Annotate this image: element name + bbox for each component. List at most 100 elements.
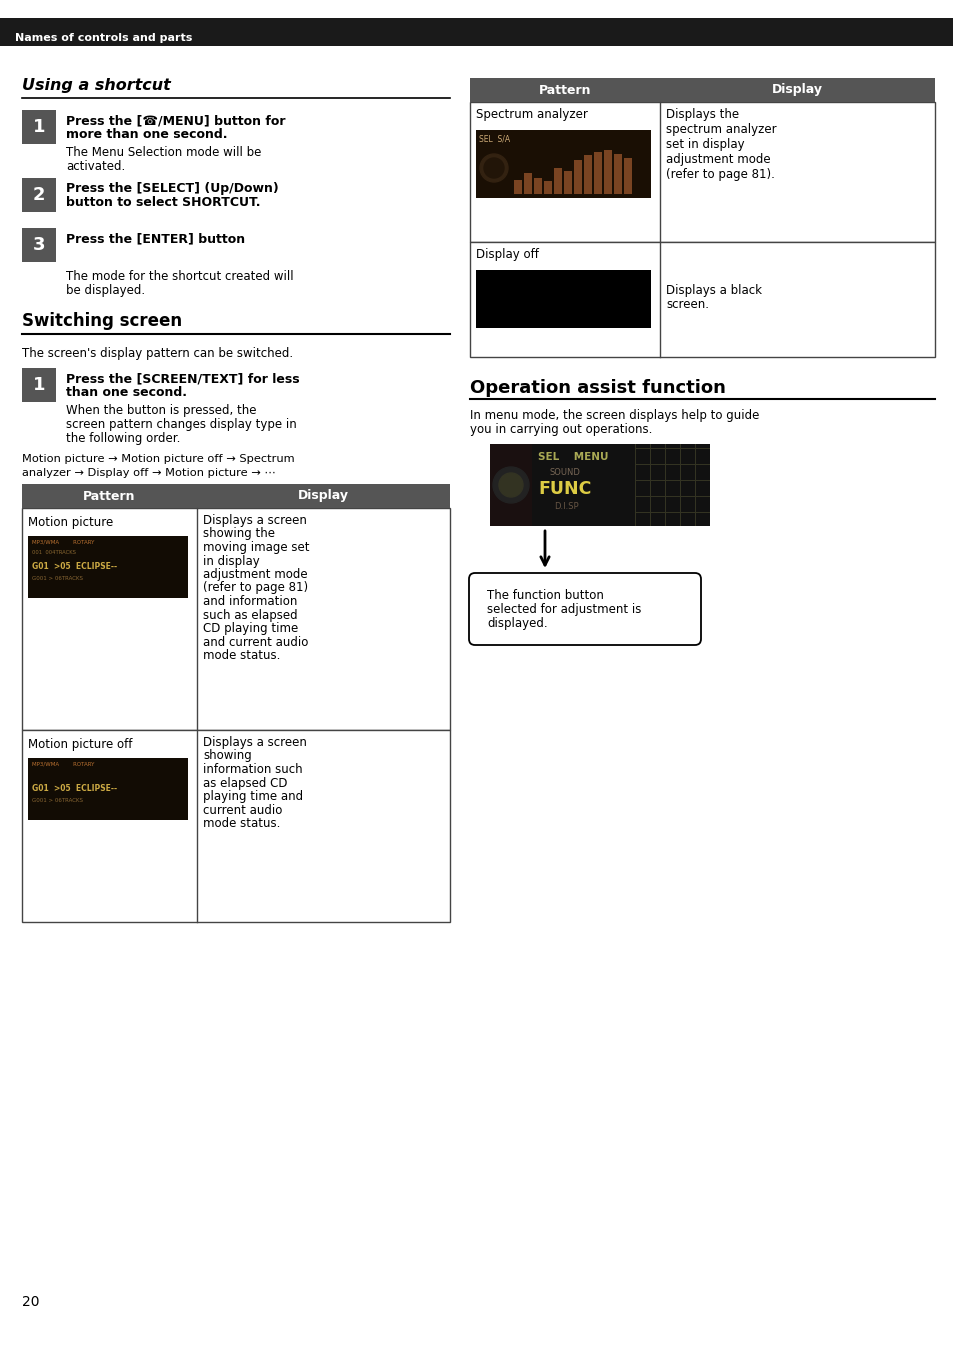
Bar bbox=[470, 78, 934, 101]
Text: 20: 20 bbox=[22, 1295, 39, 1309]
Bar bbox=[603, 150, 612, 193]
Text: The Menu Selection mode will be: The Menu Selection mode will be bbox=[66, 146, 261, 160]
Text: Spectrum analyzer: Spectrum analyzer bbox=[476, 108, 587, 120]
Text: FUNC: FUNC bbox=[537, 480, 591, 498]
Circle shape bbox=[493, 466, 529, 503]
Text: and information: and information bbox=[203, 595, 297, 608]
Bar bbox=[22, 484, 450, 508]
Bar bbox=[679, 443, 680, 526]
Text: 3: 3 bbox=[32, 237, 45, 254]
Text: button to select SHORTCUT.: button to select SHORTCUT. bbox=[66, 196, 260, 210]
Bar bbox=[22, 110, 56, 145]
Text: be displayed.: be displayed. bbox=[66, 284, 145, 297]
Text: analyzer → Display off → Motion picture → ⋯: analyzer → Display off → Motion picture … bbox=[22, 468, 275, 479]
Bar bbox=[534, 178, 541, 193]
Text: current audio: current audio bbox=[203, 803, 282, 817]
Text: spectrum analyzer: spectrum analyzer bbox=[665, 123, 776, 137]
Bar bbox=[22, 730, 450, 922]
Bar bbox=[22, 178, 56, 212]
Bar bbox=[22, 368, 56, 402]
Text: Display off: Display off bbox=[476, 247, 538, 261]
Text: 001  004TRACKS: 001 004TRACKS bbox=[32, 550, 76, 556]
Text: Displays the: Displays the bbox=[665, 108, 739, 120]
Text: playing time and: playing time and bbox=[203, 790, 303, 803]
Text: (refer to page 81).: (refer to page 81). bbox=[665, 168, 774, 181]
Bar bbox=[0, 18, 953, 46]
Text: (refer to page 81): (refer to page 81) bbox=[203, 581, 308, 595]
Text: Pattern: Pattern bbox=[83, 489, 135, 503]
Text: In menu mode, the screen displays help to guide: In menu mode, the screen displays help t… bbox=[470, 410, 759, 422]
Bar bbox=[22, 228, 56, 262]
Text: Press the [☎/MENU] button for: Press the [☎/MENU] button for bbox=[66, 114, 285, 127]
Bar bbox=[594, 151, 601, 193]
Text: G001 > 06TRACKS: G001 > 06TRACKS bbox=[32, 798, 83, 803]
Text: than one second.: than one second. bbox=[66, 387, 187, 399]
Text: showing: showing bbox=[203, 749, 252, 763]
Text: The mode for the shortcut created will: The mode for the shortcut created will bbox=[66, 270, 294, 283]
Text: 2: 2 bbox=[32, 187, 45, 204]
Bar bbox=[523, 173, 532, 193]
Text: as elapsed CD: as elapsed CD bbox=[203, 776, 287, 790]
Text: adjustment mode: adjustment mode bbox=[203, 568, 307, 581]
Bar bbox=[614, 154, 621, 193]
Text: set in display: set in display bbox=[665, 138, 744, 151]
Text: mode status.: mode status. bbox=[203, 817, 280, 830]
Text: When the button is pressed, the: When the button is pressed, the bbox=[66, 404, 256, 416]
Text: Press the [SELECT] (Up/Down): Press the [SELECT] (Up/Down) bbox=[66, 183, 278, 195]
Bar bbox=[664, 443, 665, 526]
Text: D.I.SP: D.I.SP bbox=[554, 502, 578, 511]
Text: Switching screen: Switching screen bbox=[22, 312, 182, 330]
Text: Displays a screen: Displays a screen bbox=[203, 735, 307, 749]
Text: screen.: screen. bbox=[665, 297, 708, 311]
Circle shape bbox=[483, 158, 503, 178]
Bar bbox=[490, 443, 532, 526]
Circle shape bbox=[479, 154, 507, 183]
Bar bbox=[470, 242, 934, 357]
Text: selected for adjustment is: selected for adjustment is bbox=[486, 603, 640, 617]
Text: G01  >05  ECLIPSE--: G01 >05 ECLIPSE-- bbox=[32, 562, 117, 571]
Text: Display: Display bbox=[771, 84, 822, 96]
Text: in display: in display bbox=[203, 554, 259, 568]
Bar bbox=[649, 443, 650, 526]
Bar bbox=[28, 535, 188, 598]
Text: 1: 1 bbox=[32, 118, 45, 137]
Bar bbox=[563, 170, 572, 193]
Text: Names of controls and parts: Names of controls and parts bbox=[15, 32, 193, 43]
Text: Motion picture off: Motion picture off bbox=[28, 738, 132, 750]
Text: screen pattern changes display type in: screen pattern changes display type in bbox=[66, 418, 296, 431]
Text: Displays a black: Displays a black bbox=[665, 284, 761, 297]
Text: mode status.: mode status. bbox=[203, 649, 280, 662]
Bar bbox=[623, 158, 631, 193]
Bar bbox=[476, 270, 650, 329]
Text: MP3/WMA        ROTARY: MP3/WMA ROTARY bbox=[32, 763, 94, 767]
Text: CD playing time: CD playing time bbox=[203, 622, 298, 635]
Circle shape bbox=[498, 473, 522, 498]
Bar bbox=[22, 508, 450, 730]
FancyBboxPatch shape bbox=[469, 573, 700, 645]
Bar bbox=[635, 443, 636, 526]
Text: The screen's display pattern can be switched.: The screen's display pattern can be swit… bbox=[22, 347, 293, 360]
Text: The function button: The function button bbox=[486, 589, 603, 602]
Text: Using a shortcut: Using a shortcut bbox=[22, 78, 171, 93]
Text: the following order.: the following order. bbox=[66, 433, 180, 445]
Text: SOUND: SOUND bbox=[550, 468, 580, 477]
Text: adjustment mode: adjustment mode bbox=[665, 153, 770, 166]
Text: you in carrying out operations.: you in carrying out operations. bbox=[470, 423, 652, 435]
Bar bbox=[514, 180, 521, 193]
Bar bbox=[476, 130, 650, 197]
Text: activated.: activated. bbox=[66, 160, 125, 173]
Text: Operation assist function: Operation assist function bbox=[470, 379, 725, 397]
Text: Motion picture: Motion picture bbox=[28, 516, 113, 529]
Text: showing the: showing the bbox=[203, 527, 274, 541]
Text: Press the [ENTER] button: Press the [ENTER] button bbox=[66, 233, 245, 245]
Text: Pattern: Pattern bbox=[538, 84, 591, 96]
Bar bbox=[470, 101, 934, 242]
Text: Displays a screen: Displays a screen bbox=[203, 514, 307, 527]
Text: information such: information such bbox=[203, 763, 302, 776]
Text: SEL  S/A: SEL S/A bbox=[478, 134, 510, 143]
Bar bbox=[543, 181, 552, 193]
Text: such as elapsed: such as elapsed bbox=[203, 608, 297, 622]
Text: displayed.: displayed. bbox=[486, 617, 547, 630]
Bar bbox=[554, 168, 561, 193]
Text: moving image set: moving image set bbox=[203, 541, 309, 554]
